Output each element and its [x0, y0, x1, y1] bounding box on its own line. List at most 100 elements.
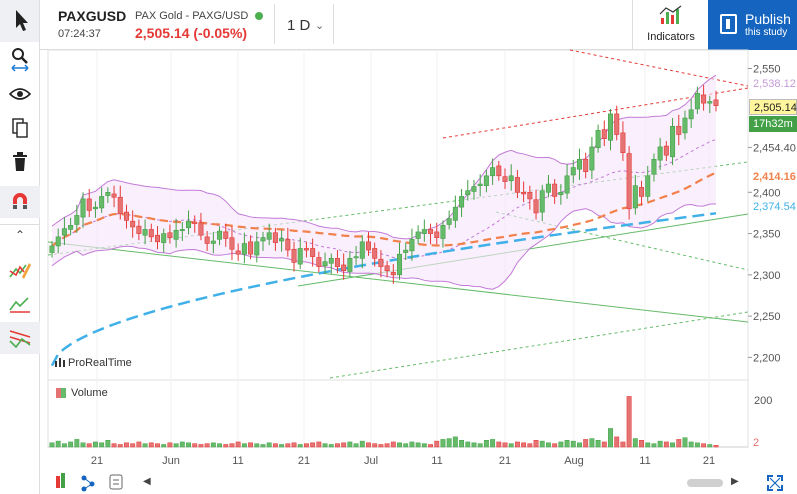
candle-body: [154, 234, 160, 243]
candle-body: [248, 241, 254, 255]
volume-bar: [620, 441, 626, 448]
candle-body: [223, 231, 229, 239]
candle-body: [279, 238, 285, 242]
volume-bar: [279, 444, 285, 448]
volume-bar: [483, 440, 489, 448]
y-tick-label: 2,350: [753, 229, 781, 241]
volume-bar: [192, 443, 198, 448]
chart-scrollbar[interactable]: ◀ ▶: [135, 472, 747, 494]
candle-body: [670, 125, 676, 158]
bollinger-bands: [51, 74, 717, 290]
support-line-5: [495, 211, 749, 271]
volume-bar: [440, 439, 446, 448]
volume-legend[interactable]: Volume: [56, 387, 108, 399]
candle-body: [514, 177, 520, 193]
volume-bar: [347, 441, 353, 448]
candle-body: [521, 192, 527, 195]
support-line-3: [47, 161, 749, 256]
legend-bollinger[interactable]: Bollinger (20 2): [105, 55, 196, 67]
magnet-tool[interactable]: [0, 186, 40, 218]
eye-icon: [9, 88, 31, 100]
volume-tick-label: 200: [754, 395, 772, 407]
zoom-tool[interactable]: [0, 44, 40, 76]
volume-bar: [452, 436, 458, 448]
legend-price[interactable]: Price: [52, 55, 93, 67]
fullscreen-button[interactable]: [766, 474, 784, 492]
countdown-tag: 17h32m: [749, 116, 797, 132]
x-tick-label: Jun: [162, 455, 180, 467]
volume-bar: [533, 440, 539, 448]
candle-body: [341, 264, 347, 272]
volume-bar: [707, 444, 713, 448]
candle-body: [601, 129, 607, 139]
volume-bar: [148, 442, 154, 448]
y-tick-label: 2,454.40: [753, 142, 796, 154]
candle-body: [701, 94, 707, 104]
volume-bar: [359, 440, 365, 448]
candle-body: [527, 192, 533, 200]
candle-body: [130, 220, 136, 228]
volume-bar: [539, 440, 545, 448]
publish-button[interactable]: Publish this study: [708, 0, 797, 50]
delete-tool[interactable]: [0, 146, 40, 178]
candle-body: [105, 192, 111, 196]
candle-body: [552, 183, 558, 197]
y-tick-label: 2,300: [753, 270, 781, 282]
cursor-tool[interactable]: [0, 0, 40, 42]
candle-body: [347, 258, 353, 272]
volume-bar: [341, 442, 347, 448]
candle-body: [204, 236, 210, 244]
visibility-tool[interactable]: [0, 78, 40, 110]
candle-body: [471, 186, 477, 192]
y-tick-label: 2,250: [753, 311, 781, 323]
volume-bar: [508, 443, 514, 448]
candle-body: [595, 130, 601, 149]
pro-realtime-logo: ProRealTime: [54, 357, 132, 369]
scroll-left-icon[interactable]: ◀: [143, 476, 151, 487]
candle-body: [483, 175, 489, 187]
candle-body: [428, 229, 434, 234]
volume-bar: [173, 443, 179, 448]
volume-bar: [198, 444, 204, 448]
support-line-1: [297, 213, 749, 287]
collapse-tools[interactable]: ⌃: [0, 226, 40, 244]
bottom-toolbar: [40, 470, 130, 494]
trendline-icon: [9, 297, 30, 313]
volume-bar: [136, 441, 142, 448]
copy-tool[interactable]: [0, 112, 40, 144]
cursor-icon: [16, 10, 28, 31]
candles: [49, 85, 719, 284]
draw-trend-tool[interactable]: [0, 254, 40, 286]
candle-body: [229, 237, 235, 250]
candle-body: [614, 113, 620, 135]
volume-bar: [248, 442, 254, 448]
candle-body: [465, 190, 471, 196]
trendline-tool[interactable]: [0, 288, 40, 320]
candle-body: [657, 146, 663, 161]
indicators-button[interactable]: Indicators: [632, 0, 708, 50]
interval-selector[interactable]: 1 D ⌄: [274, 4, 334, 44]
volume-bar: [521, 442, 527, 448]
legend-sma50[interactable]: SMA (50): [207, 55, 270, 67]
scroll-thumb[interactable]: [687, 479, 723, 487]
chart-legend: Price Bollinger (20 2) SMA (50) SMA (100…: [52, 55, 361, 67]
candle-body: [682, 117, 688, 134]
volume-bar: [645, 442, 651, 448]
volume-bar: [303, 443, 309, 448]
legend-sma100[interactable]: SMA (100): [281, 55, 349, 67]
volume-bar: [471, 442, 477, 448]
volume-bar: [657, 440, 663, 448]
volume-bar: [589, 438, 595, 448]
volume-bar: [241, 443, 247, 448]
volume-bar: [713, 445, 719, 448]
channel-tool[interactable]: [0, 322, 40, 354]
candle-body: [117, 196, 123, 215]
volume-swatch: [56, 388, 66, 398]
x-tick-label: 11: [232, 455, 243, 467]
candle-body: [403, 249, 409, 253]
scroll-right-icon[interactable]: ▶: [731, 476, 739, 487]
volume-bar: [676, 439, 682, 448]
price-swatch: [52, 55, 63, 67]
resistance-line-1: [442, 87, 749, 139]
